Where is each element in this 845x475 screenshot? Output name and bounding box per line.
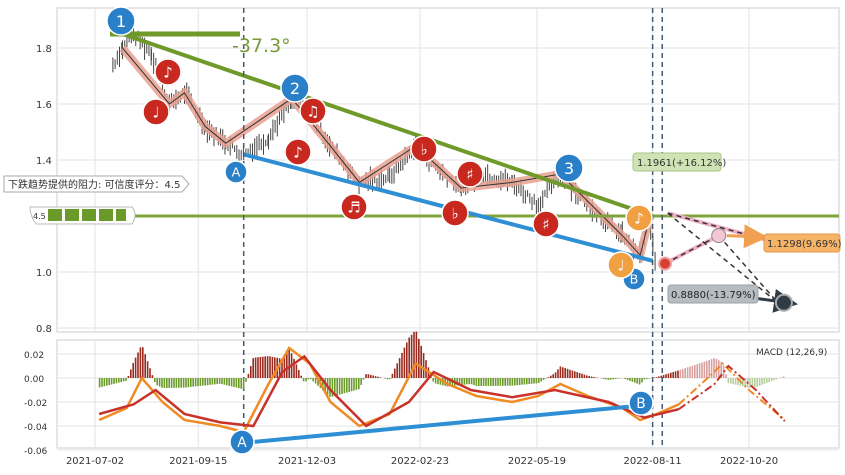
note-marker-11-circle [607, 251, 635, 279]
macd-y-tick-0: 0.02 [24, 351, 44, 361]
projection-endpoint [774, 293, 793, 312]
note-marker-6-label: ♭ [420, 140, 427, 158]
rating-icon-2 [65, 209, 79, 221]
note-marker-4-circle [284, 138, 312, 166]
resistance-box-text: 下跌趋势提供的阻力: 可信度评分：4.5 [8, 178, 180, 191]
target-arrow-2 [726, 224, 768, 249]
macd-support-trendline [243, 402, 653, 445]
wave-marker-1-circle [106, 6, 136, 36]
wave-marker-1-label: 1 [116, 12, 126, 31]
macd-y-tick-2: -0.02 [24, 399, 47, 409]
resistance-trendline [121, 32, 654, 218]
resistance-box: 下跌趋势提供的阻力: 可信度评分：4.5 [3, 175, 190, 193]
macd-title: MACD (12,26,9) [756, 348, 827, 358]
rating-icon-3 [82, 209, 96, 221]
svg-text:1.1961(+16.12%): 1.1961(+16.12%) [637, 158, 726, 169]
x-tick-1: 2021-09-15 [169, 456, 227, 467]
note-marker-1-circle [154, 58, 182, 86]
note-marker-2-circle [142, 98, 170, 126]
note-marker-8-circle [456, 160, 484, 188]
note-marker-9-circle [532, 210, 560, 238]
macd-y-tick-1: 0.00 [24, 375, 44, 385]
wave-marker-2-label: 2 [290, 79, 300, 98]
trend-angle-label: -37.3° [232, 35, 291, 57]
wave-marker-2-circle [280, 73, 310, 103]
rating-label: 4.5 [33, 212, 46, 221]
x-tick-2: 2021-12-03 [278, 456, 336, 467]
rating-badge: 4.5 [29, 206, 136, 225]
wave-marker-3-circle [554, 153, 584, 183]
target-label-1: 1.1961(+16.12%) [632, 152, 726, 172]
markers: 1 2 3 A B ♪ ♩ ♫ ♪ ♬ ♭ ♭ ♯ ♯ ♪ ♩ A B [106, 6, 654, 455]
projection-path-low [667, 212, 779, 304]
projection-path-down [718, 235, 779, 304]
note-marker-2-label: ♩ [152, 103, 159, 121]
macd-dif-projection [678, 362, 786, 421]
price-panel-frame [56, 7, 840, 333]
price-y-tick-0: 1.8 [36, 44, 52, 55]
x-tick-6: 2022-10-20 [720, 456, 778, 467]
x-tick-0: 2021-07-02 [66, 456, 124, 467]
note-marker-9-label: ♯ [542, 215, 549, 233]
rating-icon-5 [116, 209, 126, 221]
price-y-tick-2: 1.4 [36, 156, 52, 167]
macd-point-marker-b-circle [628, 390, 654, 416]
note-marker-3-circle [299, 97, 327, 125]
svg-text:1.1298(9.69%): 1.1298(9.69%) [767, 239, 842, 250]
projection-node [711, 228, 727, 244]
rating-icon-4 [99, 209, 113, 221]
macd-y-tick-4: -0.06 [24, 447, 48, 457]
price-y-tick-4: 1.0 [36, 268, 52, 279]
svg-text:0.8880(-13.79%): 0.8880(-13.79%) [671, 290, 756, 301]
point-marker-a-label: A [232, 165, 241, 180]
macd-dea-line [98, 354, 680, 428]
note-marker-5-label: ♬ [347, 198, 360, 216]
x-tick-4: 2022-05-19 [508, 456, 566, 467]
note-marker-1-label: ♪ [163, 63, 173, 81]
note-marker-10-circle [625, 204, 653, 232]
macd-point-marker-a-label: A [237, 435, 247, 451]
price-y-tick-1: 1.6 [36, 100, 52, 111]
macd-point-marker-b-label: B [636, 396, 645, 412]
wave-marker-3-label: 3 [564, 159, 574, 178]
note-marker-6-circle [410, 135, 438, 163]
price-y-tick-5: 0.8 [36, 324, 52, 335]
note-marker-3-label: ♫ [306, 102, 319, 120]
x-tick-5: 2022-08-11 [624, 456, 682, 467]
point-marker-a-circle [224, 160, 248, 184]
note-marker-5-circle [340, 193, 368, 221]
note-marker-11-label: ♩ [617, 256, 624, 274]
x-tick-3: 2022-02-23 [391, 456, 449, 467]
note-marker-10-label: ♪ [634, 209, 644, 227]
macd-dea-projection [678, 364, 786, 422]
note-marker-7-circle [441, 199, 469, 227]
macd-panel-frame [56, 339, 840, 449]
macd-point-marker-a-circle [229, 429, 255, 455]
note-marker-8-label: ♯ [466, 165, 473, 183]
target-label-2: 1.1298(9.69%) [763, 233, 842, 253]
target-label-3: 0.8880(-13.79%) [667, 284, 759, 304]
macd-y-tick-3: -0.04 [24, 423, 48, 433]
projection-start-point [658, 256, 673, 271]
point-marker-b-label: B [630, 272, 639, 287]
note-marker-4-label: ♪ [293, 143, 303, 161]
projection-path-mid [664, 234, 720, 265]
macd-series [98, 331, 786, 445]
note-marker-7-label: ♭ [451, 204, 458, 222]
rating-icon-1 [48, 209, 62, 221]
